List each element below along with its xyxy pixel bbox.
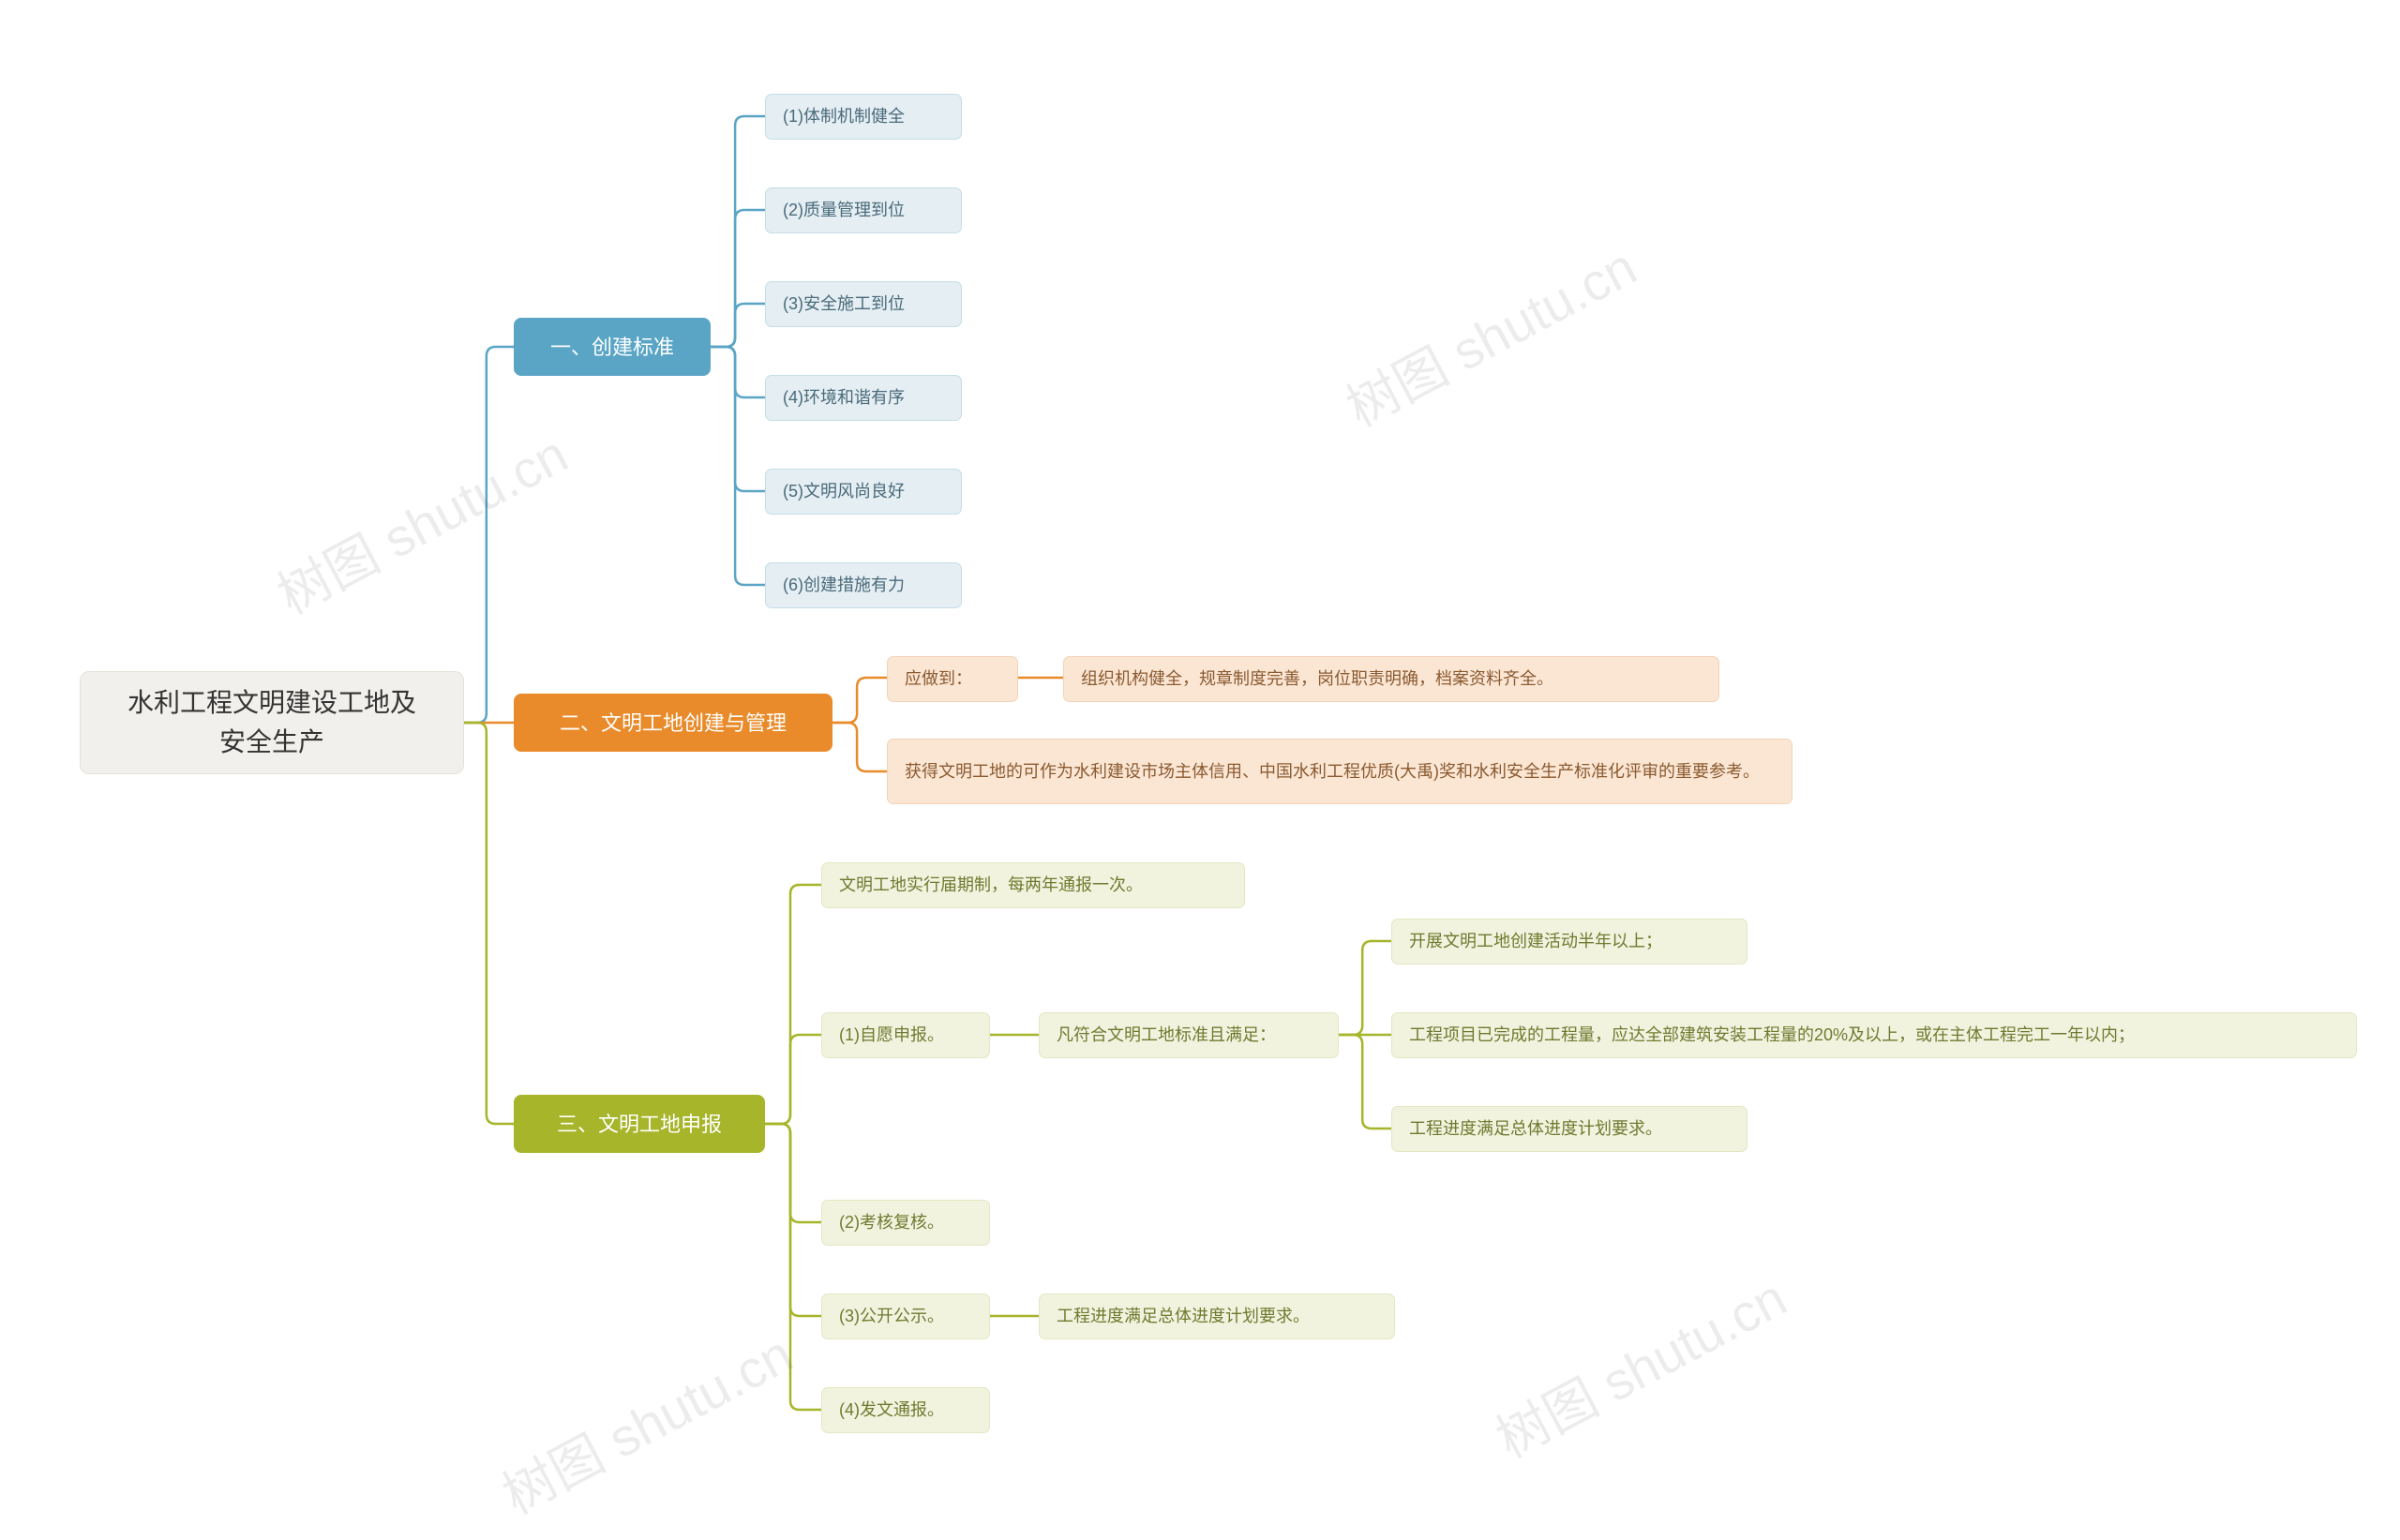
node-b1_1: (1)体制机制健全: [765, 94, 962, 140]
node-label: (5)文明风尚良好: [783, 479, 905, 504]
mindmap-canvas: 水利工程文明建设工地及 安全生产 一、创建标准二、文明工地创建与管理三、文明工地申…: [0, 0, 2400, 1540]
node-b3_1_1: 开展文明工地创建活动半年以上；: [1391, 919, 1748, 964]
node-b1: 一、创建标准: [514, 318, 711, 376]
node-label: (2)质量管理到位: [783, 198, 905, 223]
node-label: 工程项目已完成的工程量，应达全部建筑安装工程量的20%及以上，或在主体工程完工一…: [1409, 1023, 2135, 1048]
edge-root-b3: [464, 723, 514, 1124]
node-b2_1: 应做到：: [887, 656, 1018, 702]
edge-b3-b3_4: [765, 1124, 821, 1410]
node-label: (6)创建措施有力: [783, 573, 905, 598]
edge-b1-b1_6: [711, 347, 765, 585]
node-label: (2)考核复核。: [839, 1210, 944, 1235]
node-b1_3: (3)安全施工到位: [765, 281, 962, 327]
watermark: 树图 shutu.cn: [1331, 226, 1648, 442]
edge-b3-b3_2: [765, 1124, 821, 1222]
edge-b3-b3_3: [765, 1124, 821, 1316]
node-b3_2: (2)考核复核。: [821, 1200, 990, 1246]
edge-root-b1: [464, 347, 514, 723]
node-b3_1_0: 凡符合文明工地标准且满足：: [1039, 1012, 1339, 1058]
node-label: 三、文明工地申报: [557, 1109, 722, 1140]
node-label: 凡符合文明工地标准且满足：: [1057, 1023, 1276, 1048]
node-b3_4: (4)发文通报。: [821, 1387, 990, 1433]
node-label: 工程进度满足总体进度计划要求。: [1409, 1116, 1662, 1142]
node-label: 应做到：: [905, 666, 972, 692]
node-root: 水利工程文明建设工地及 安全生产: [80, 671, 464, 774]
watermark: 树图 shutu.cn: [1481, 1257, 1798, 1473]
node-b1_5: (5)文明风尚良好: [765, 469, 962, 515]
node-label: 组织机构健全，规章制度完善，岗位职责明确，档案资料齐全。: [1081, 666, 1553, 692]
edge-b3-b3_1: [765, 1035, 821, 1124]
node-label: 文明工地实行届期制，每两年通报一次。: [839, 873, 1143, 898]
node-label: 一、创建标准: [550, 332, 674, 363]
node-b2: 二、文明工地创建与管理: [514, 694, 832, 752]
node-label: (4)环境和谐有序: [783, 385, 905, 411]
node-label: (4)发文通报。: [839, 1398, 944, 1423]
edge-b2-b2_2: [832, 723, 887, 771]
node-b2_1_1: 组织机构健全，规章制度完善，岗位职责明确，档案资料齐全。: [1063, 656, 1719, 702]
node-label: (3)公开公示。: [839, 1304, 944, 1329]
node-b3_3_1: 工程进度满足总体进度计划要求。: [1039, 1293, 1395, 1339]
edge-b3-b3_0: [765, 885, 821, 1124]
edge-b3_1_0-b3_1_1: [1339, 941, 1391, 1035]
watermark: 树图 shutu.cn: [488, 1313, 804, 1530]
node-b3: 三、文明工地申报: [514, 1095, 765, 1153]
node-label: 二、文明工地创建与管理: [560, 708, 787, 739]
node-label: (3)安全施工到位: [783, 292, 905, 317]
node-label: 工程进度满足总体进度计划要求。: [1057, 1304, 1310, 1329]
node-label: 获得文明工地的可作为水利建设市场主体信用、中国水利工程优质(大禹)奖和水利安全生…: [905, 759, 1760, 785]
node-b1_4: (4)环境和谐有序: [765, 375, 962, 421]
node-b3_1_3: 工程进度满足总体进度计划要求。: [1391, 1106, 1748, 1152]
node-b3_3: (3)公开公示。: [821, 1293, 990, 1339]
node-label: (1)体制机制健全: [783, 104, 905, 129]
node-label: 水利工程文明建设工地及 安全生产: [128, 683, 416, 762]
edge-b2-b2_1: [832, 678, 887, 723]
edge-b1-b1_1: [711, 116, 765, 347]
edge-b1-b1_3: [711, 304, 765, 347]
edge-b3_1_0-b3_1_3: [1339, 1035, 1391, 1129]
edge-b1-b1_2: [711, 210, 765, 347]
node-label: 开展文明工地创建活动半年以上；: [1409, 929, 1662, 954]
node-b3_0: 文明工地实行届期制，每两年通报一次。: [821, 862, 1245, 908]
edge-b1-b1_5: [711, 347, 765, 491]
node-b3_1: (1)自愿申报。: [821, 1012, 990, 1058]
node-b3_1_2: 工程项目已完成的工程量，应达全部建筑安装工程量的20%及以上，或在主体工程完工一…: [1391, 1012, 2357, 1058]
edge-b1-b1_4: [711, 347, 765, 397]
watermark: 树图 shutu.cn: [262, 413, 579, 630]
node-label: (1)自愿申报。: [839, 1023, 944, 1048]
node-b1_2: (2)质量管理到位: [765, 187, 962, 233]
node-b1_6: (6)创建措施有力: [765, 562, 962, 608]
node-b2_2: 获得文明工地的可作为水利建设市场主体信用、中国水利工程优质(大禹)奖和水利安全生…: [887, 739, 1792, 804]
